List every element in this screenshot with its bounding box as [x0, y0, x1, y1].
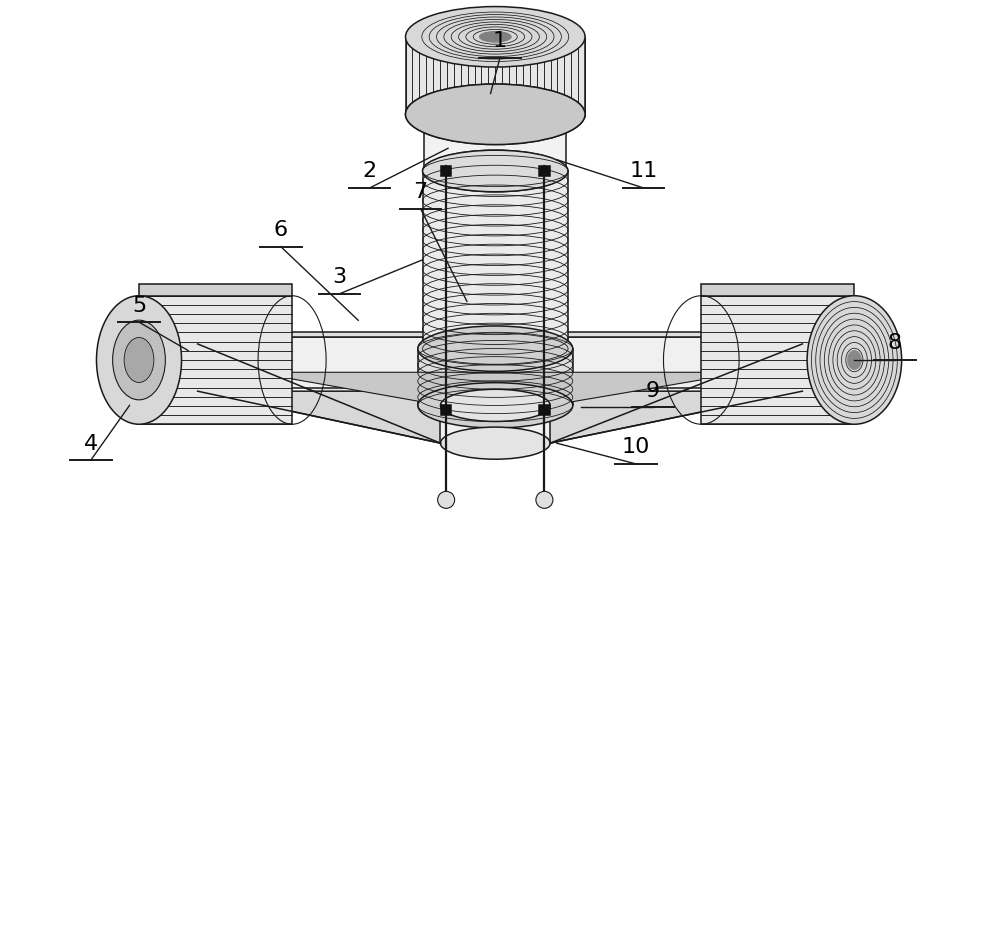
- Ellipse shape: [113, 321, 165, 400]
- Ellipse shape: [847, 351, 861, 370]
- Polygon shape: [254, 373, 746, 415]
- Ellipse shape: [406, 8, 585, 68]
- Bar: [539, 406, 550, 415]
- Polygon shape: [701, 296, 854, 425]
- Text: 1: 1: [493, 31, 507, 51]
- Text: 2: 2: [363, 161, 377, 181]
- Ellipse shape: [96, 296, 182, 425]
- Ellipse shape: [440, 428, 550, 460]
- Text: 6: 6: [274, 220, 288, 240]
- Polygon shape: [198, 392, 802, 444]
- Ellipse shape: [424, 94, 566, 136]
- Polygon shape: [198, 338, 802, 389]
- Circle shape: [536, 492, 553, 509]
- Ellipse shape: [440, 390, 550, 422]
- Polygon shape: [701, 285, 854, 296]
- Circle shape: [438, 492, 455, 509]
- Ellipse shape: [424, 151, 566, 193]
- Ellipse shape: [124, 338, 154, 383]
- Text: 9: 9: [646, 380, 660, 400]
- Polygon shape: [406, 112, 585, 118]
- Text: 10: 10: [622, 437, 650, 457]
- Text: 8: 8: [888, 333, 902, 353]
- Ellipse shape: [406, 85, 585, 145]
- Text: 11: 11: [630, 161, 658, 181]
- Text: 4: 4: [84, 433, 98, 453]
- Ellipse shape: [418, 327, 573, 372]
- Text: 5: 5: [132, 295, 146, 315]
- Ellipse shape: [807, 296, 902, 425]
- Polygon shape: [424, 115, 566, 172]
- Ellipse shape: [479, 32, 511, 43]
- Ellipse shape: [418, 383, 573, 429]
- Polygon shape: [198, 345, 802, 444]
- Polygon shape: [418, 349, 573, 406]
- Polygon shape: [423, 172, 568, 349]
- Bar: [539, 167, 550, 177]
- Polygon shape: [440, 406, 550, 444]
- Ellipse shape: [406, 85, 585, 145]
- Text: 7: 7: [414, 182, 428, 202]
- Polygon shape: [139, 296, 292, 425]
- Ellipse shape: [423, 151, 568, 193]
- Polygon shape: [198, 332, 802, 338]
- Polygon shape: [406, 38, 585, 115]
- Polygon shape: [139, 285, 292, 296]
- Text: 3: 3: [332, 267, 346, 287]
- Bar: [441, 406, 451, 415]
- Bar: [441, 167, 451, 177]
